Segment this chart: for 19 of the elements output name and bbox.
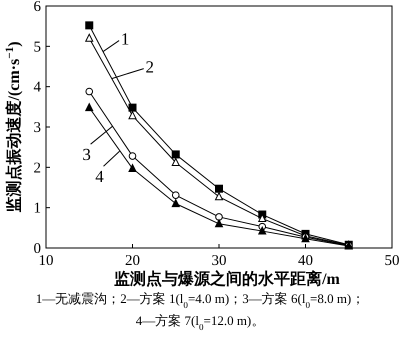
annotation: 3 <box>82 145 91 164</box>
y-tick-label: 6 <box>34 0 42 15</box>
annotation: 4 <box>95 167 104 186</box>
x-tick-label: 20 <box>125 253 140 269</box>
y-tick-label: 4 <box>34 80 42 96</box>
y-tick-label: 2 <box>34 160 41 176</box>
annotation: 1 <box>120 30 130 49</box>
y-tick-label: 0 <box>34 241 41 257</box>
x-tick-label: 30 <box>212 253 226 269</box>
x-tick-label: 10 <box>38 253 54 269</box>
text: 1—无减震沟；2—方案 1(l$_{0}$=4.0 m)；3—方案 6(l$_{0}$=8.0 m)； <box>36 291 364 310</box>
y-tick-label: 3 <box>34 120 41 136</box>
annotation: 2 <box>145 58 154 77</box>
x-axis-title: 监测点与爆源之间的水平距离/m <box>114 269 341 288</box>
text: 4—方案 7(l$_{0}$=12.0 m)。 <box>136 313 264 332</box>
y-tick-label: 1 <box>34 200 41 217</box>
y-tick-label: 5 <box>34 39 41 56</box>
x-tick-label: 40 <box>298 253 313 269</box>
x-tick-label: 50 <box>384 253 400 269</box>
